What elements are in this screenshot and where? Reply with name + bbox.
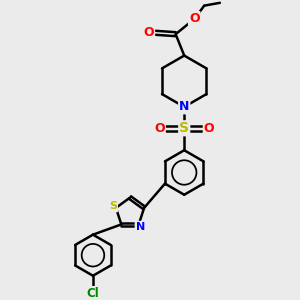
Text: O: O [154, 122, 165, 135]
Text: O: O [189, 12, 200, 25]
Text: S: S [109, 201, 117, 212]
Text: S: S [179, 121, 189, 135]
Text: N: N [136, 222, 145, 232]
Text: O: O [204, 122, 214, 135]
Text: Cl: Cl [87, 287, 99, 300]
Text: O: O [143, 26, 154, 39]
Text: N: N [179, 100, 189, 113]
